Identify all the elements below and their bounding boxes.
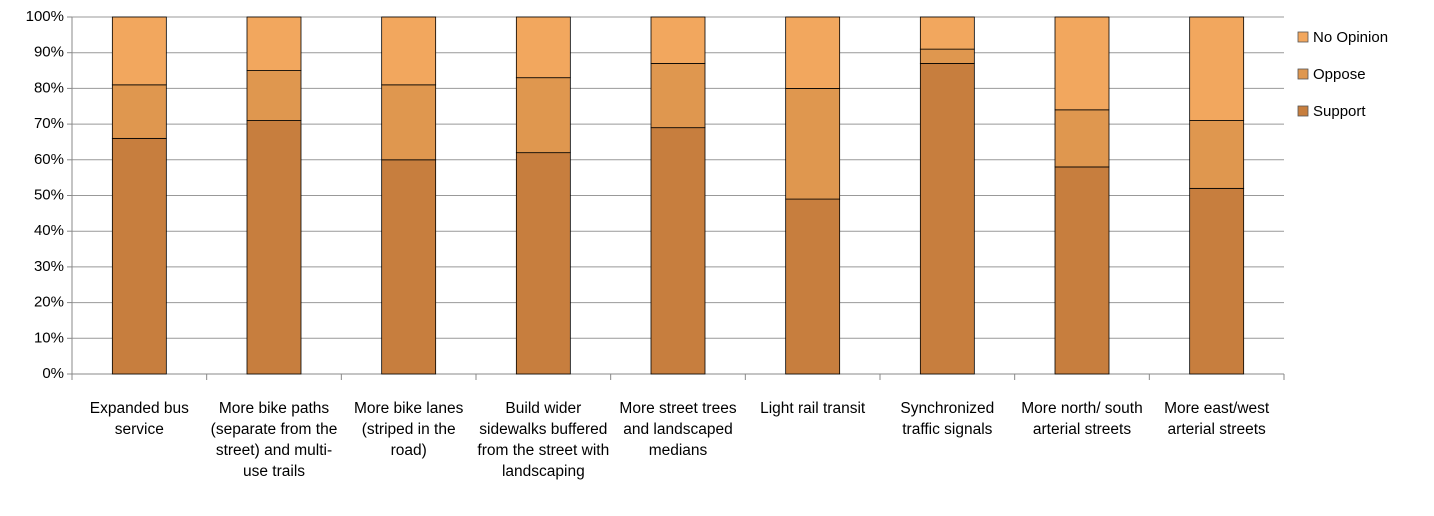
x-tick-label: Expanded bus service bbox=[89, 400, 189, 438]
y-tick-label: 40% bbox=[34, 222, 64, 239]
legend-label: Oppose bbox=[1313, 66, 1366, 83]
bar-segment bbox=[515, 152, 571, 375]
x-tick-label: Synchronized traffic signals bbox=[900, 400, 995, 438]
bar-segment bbox=[785, 198, 841, 375]
y-tick-label: 70% bbox=[34, 115, 64, 132]
bar-segment bbox=[1189, 187, 1245, 375]
bar-segment bbox=[1189, 16, 1245, 121]
bar-segment bbox=[1189, 120, 1245, 189]
bar-segment bbox=[785, 88, 841, 200]
x-tick-label: More bike paths (separate from the stree… bbox=[210, 400, 338, 480]
y-tick-label: 20% bbox=[34, 294, 64, 311]
bar-segment bbox=[381, 84, 437, 161]
bar-segment bbox=[111, 16, 167, 86]
y-tick-label: 100% bbox=[26, 8, 64, 25]
bar-segment bbox=[1054, 166, 1110, 375]
x-tick-label: Build wider sidewalks buffered from the … bbox=[477, 400, 610, 480]
legend-swatch bbox=[1297, 31, 1309, 43]
y-tick-label: 90% bbox=[34, 44, 64, 61]
bar-segment bbox=[246, 70, 302, 121]
bar-segment bbox=[381, 16, 437, 86]
bar-segment bbox=[246, 120, 302, 375]
x-tick-label: More street trees and landscaped medians bbox=[619, 400, 737, 459]
y-tick-label: 80% bbox=[34, 79, 64, 96]
legend-swatch bbox=[1297, 68, 1309, 80]
y-tick-label: 50% bbox=[34, 186, 64, 203]
bar-segment bbox=[650, 63, 706, 129]
y-tick-label: 60% bbox=[34, 151, 64, 168]
y-tick-label: 0% bbox=[42, 365, 64, 382]
legend-label: No Opinion bbox=[1313, 29, 1388, 46]
x-tick-label: More bike lanes (striped in the road) bbox=[353, 400, 464, 459]
y-tick-label: 30% bbox=[34, 258, 64, 275]
bar-segment bbox=[650, 127, 706, 375]
bar-segment bbox=[650, 16, 706, 64]
bar-segment bbox=[111, 84, 167, 139]
bar-segment bbox=[515, 16, 571, 79]
bar-segment bbox=[785, 16, 841, 89]
y-tick-label: 10% bbox=[34, 329, 64, 346]
bar-segment bbox=[381, 159, 437, 375]
bar-segment bbox=[111, 137, 167, 375]
bar-segment bbox=[246, 16, 302, 71]
bar-segment bbox=[515, 77, 571, 154]
bar-segment bbox=[1054, 109, 1110, 168]
bar-segment bbox=[919, 48, 975, 64]
legend-swatch bbox=[1297, 105, 1309, 117]
bar-segment bbox=[919, 63, 975, 375]
x-tick-label: More east/west arterial streets bbox=[1164, 400, 1270, 438]
x-tick-label: Light rail transit bbox=[760, 400, 866, 417]
legend-label: Support bbox=[1313, 103, 1366, 120]
x-tick-label: More north/ south arterial streets bbox=[1021, 400, 1143, 438]
bar-segment bbox=[919, 16, 975, 50]
bar-segment bbox=[1054, 16, 1110, 111]
